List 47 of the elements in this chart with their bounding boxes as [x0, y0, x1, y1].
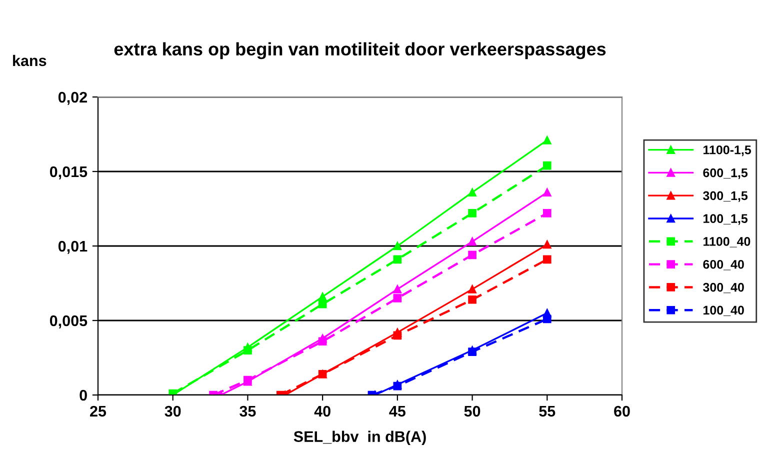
legend-label: 300_1,5: [703, 191, 748, 202]
y-tick-label: 0,01: [58, 240, 88, 254]
point: [542, 188, 552, 197]
legend-label: 1100_40: [704, 237, 750, 248]
y-tick-label: 0: [80, 390, 87, 401]
point: [468, 250, 476, 260]
x-tick-label: 45: [389, 406, 406, 417]
point: [468, 188, 476, 197]
y-tick-label: 0,02: [58, 92, 87, 105]
legend-label: 1100-1,5: [704, 145, 752, 156]
point: [468, 209, 476, 218]
legend-label: 600_1,5: [703, 168, 748, 180]
point: [318, 292, 327, 301]
x-tick-label: 40: [314, 406, 330, 417]
y-tick-label: 0,015: [50, 166, 88, 180]
x-tick-label: 55: [539, 406, 556, 417]
point: [318, 300, 327, 308]
point: [468, 348, 476, 356]
point: [393, 242, 402, 250]
point: [542, 240, 552, 249]
point: [393, 331, 402, 340]
x-tick-label: 30: [164, 406, 181, 417]
x-tick-label: 25: [90, 406, 106, 417]
point: [393, 285, 402, 294]
point: [542, 255, 552, 264]
point: [468, 285, 476, 294]
point: [468, 295, 476, 304]
point: [244, 346, 252, 354]
point: [393, 255, 402, 264]
x-tick-label: 50: [464, 406, 480, 417]
point: [318, 337, 327, 346]
point: [542, 209, 552, 218]
legend-label: 100_1,5: [704, 214, 748, 225]
legend-label: 600_40: [703, 260, 744, 270]
x-tick-label: 35: [240, 406, 256, 417]
legend-label: 100_40: [704, 306, 744, 316]
x-tick-label: 60: [614, 406, 630, 417]
point: [393, 294, 402, 302]
point: [468, 237, 476, 246]
y-tick-label: 0,005: [50, 315, 88, 328]
point: [542, 136, 552, 144]
chart-title: extra kans op begin van motiliteit door verkeerspassages: [114, 42, 606, 60]
legend-label: 300_40: [703, 282, 744, 294]
point: [542, 314, 552, 324]
y-axis-title: kans: [13, 54, 46, 66]
point: [542, 161, 552, 170]
x-axis-title: SEL_bbv in dB(A): [294, 430, 426, 446]
